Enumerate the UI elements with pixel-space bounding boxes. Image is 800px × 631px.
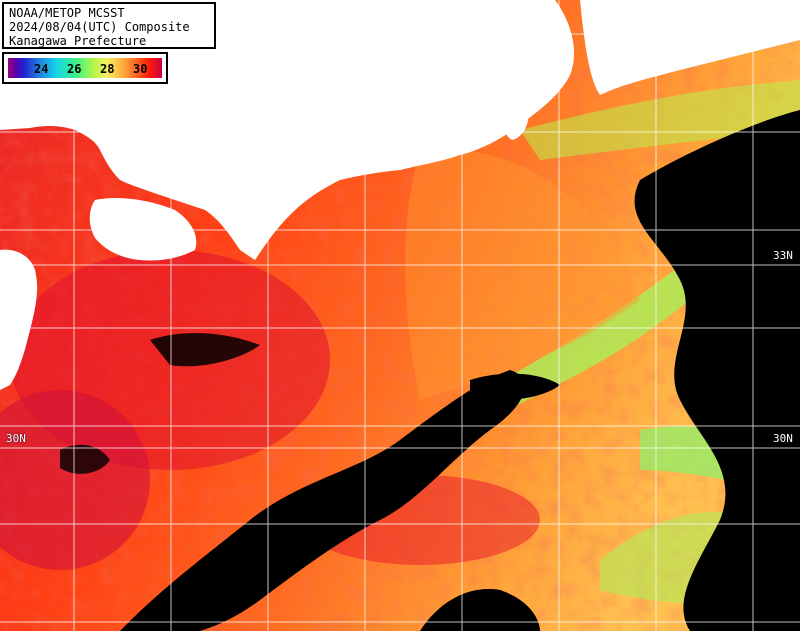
land-izu [502, 98, 529, 140]
land-kanto [580, 0, 800, 95]
legend-tick-24: 24 [34, 62, 49, 76]
map-title-box: NOAA/METOP MCSST 2024/08/04(UTC) Composi… [2, 2, 216, 49]
title-line-date: 2024/08/04(UTC) Composite [9, 20, 190, 34]
hot-patch [0, 390, 150, 570]
legend-color-bar [8, 58, 162, 78]
land-shikoku [89, 198, 197, 261]
land-kyushu [0, 249, 38, 390]
cloud-mass [420, 589, 540, 631]
legend-tick-26: 26 [67, 62, 82, 76]
title-line-region: Kanagawa Prefecture [9, 34, 147, 48]
legend-tick-30: 30 [133, 62, 148, 76]
land-peninsula [247, 148, 286, 200]
cool-band [520, 80, 800, 160]
legend-tick-28: 28 [100, 62, 115, 76]
mild-band [405, 148, 640, 400]
cloud-mass [120, 370, 525, 631]
temperature-legend: 24 26 28 30 [2, 52, 168, 84]
cloud-mass [470, 373, 560, 400]
lat-label-33n: 33N [773, 249, 793, 262]
title-line-source: NOAA/METOP MCSST [9, 6, 125, 20]
cool-band [430, 170, 800, 440]
cloud-mass [634, 110, 800, 631]
lat-label-30n-right: 30N [773, 432, 793, 445]
cloud-mass [150, 333, 260, 367]
cloud-mass [60, 444, 110, 474]
lat-label-30n-left: 30N [6, 432, 26, 445]
